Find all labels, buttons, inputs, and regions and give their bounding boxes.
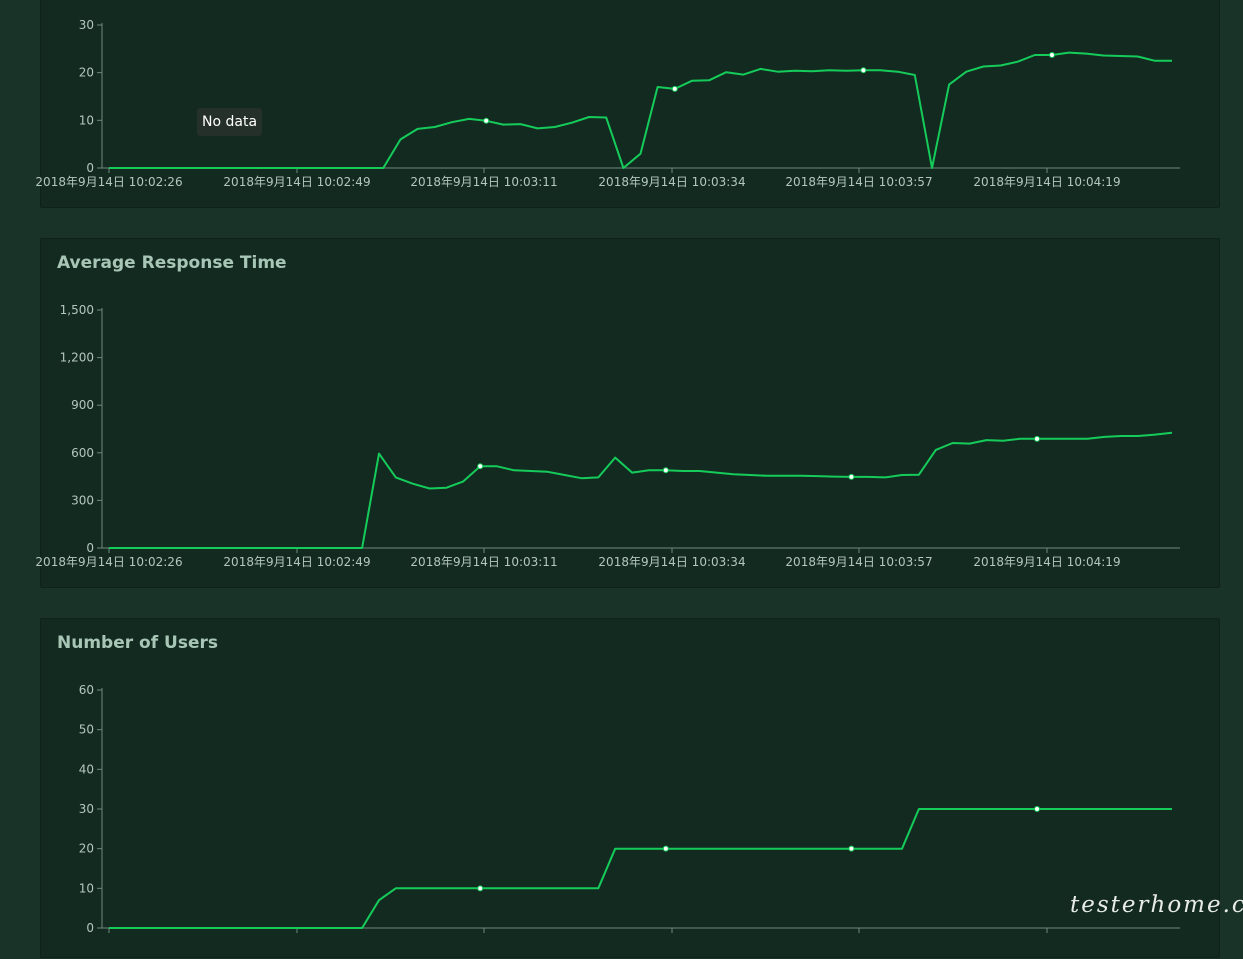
y-tick-label: 300 [71,493,94,507]
y-tick-label: 1,200 [60,351,94,365]
data-point-marker [848,845,855,852]
x-tick-label: 2018年9月14日 10:02:26 [35,555,182,569]
rps-panel: 0 10 20 30 2018年9月14日 10:02:26 2018年9月14日 10:… [35,0,1220,208]
series-line [109,51,1172,169]
series-line [109,808,1172,929]
data-point-marker [1034,806,1041,812]
no-data-tooltip: No data [197,108,263,136]
x-tick-label: 2018年9月14日 10:03:57 [785,555,932,569]
data-point-marker [671,85,678,92]
x-tick-label: 2018年9月14日 10:04:19 [973,175,1120,189]
y-tick-label: 20 [79,66,94,80]
x-tick-label: 2018年9月14日 10:03:11 [410,555,557,569]
data-point-marker [477,463,484,470]
y-tick-label: 40 [79,762,94,776]
watermark-logo: testerhome.com [1070,892,1243,918]
y-tick-label: 50 [79,723,94,737]
y-tick-label: 60 [79,683,94,697]
data-point-marker [483,117,490,124]
users-title: Number of Users [57,633,218,653]
y-tick-label: 30 [79,18,94,32]
data-point-marker [1048,52,1055,59]
y-tick-label: 0 [86,921,94,935]
data-point-marker [860,67,867,74]
x-tick-label: 2018年9月14日 10:03:11 [410,175,557,189]
x-tick-label: 2018年9月14日 10:03:34 [598,175,745,189]
response-time-title: Average Response Time [57,253,287,273]
x-tick-label: 2018年9月14日 10:03:57 [785,175,932,189]
data-point-marker [1034,435,1041,442]
x-tick-label: 2018年9月14日 10:04:19 [973,555,1120,569]
y-tick-label: 600 [71,446,94,460]
y-tick-label: 0 [86,541,94,555]
x-tick-label: 2018年9月14日 10:02:49 [223,175,370,189]
data-point-marker [662,845,669,852]
y-tick-label: 10 [79,113,94,127]
users-chart: 0 10 20 30 40 50 60 [79,683,1180,935]
y-tick-label: 20 [79,842,94,856]
y-tick-label: 1,500 [60,303,94,317]
data-point-marker [662,467,669,474]
data-point-marker [477,885,484,892]
series-line [109,431,1173,549]
y-tick-label: 10 [79,881,94,895]
users-panel: Number of Users 0 10 20 30 40 50 60 [40,618,1220,958]
y-tick-label: 30 [79,802,94,816]
data-point-marker [848,473,855,480]
x-tick-label: 2018年9月14日 10:02:26 [35,175,182,189]
x-tick-label: 2018年9月14日 10:03:34 [598,555,745,569]
x-tick-label: 2018年9月14日 10:02:49 [223,555,370,569]
response-time-chart: 0 300 600 900 1,200 1,500 2018年9月14日 10:02:26 2… [35,303,1180,569]
y-tick-label: 0 [86,161,94,175]
y-tick-label: 900 [71,398,94,412]
rps-chart: 0 10 20 30 2018年9月14日 10:02:26 2018年9月14日 10:… [35,18,1180,189]
response-time-panel: Average Response Time 0 300 600 900 1,200 1,5… [35,238,1220,588]
